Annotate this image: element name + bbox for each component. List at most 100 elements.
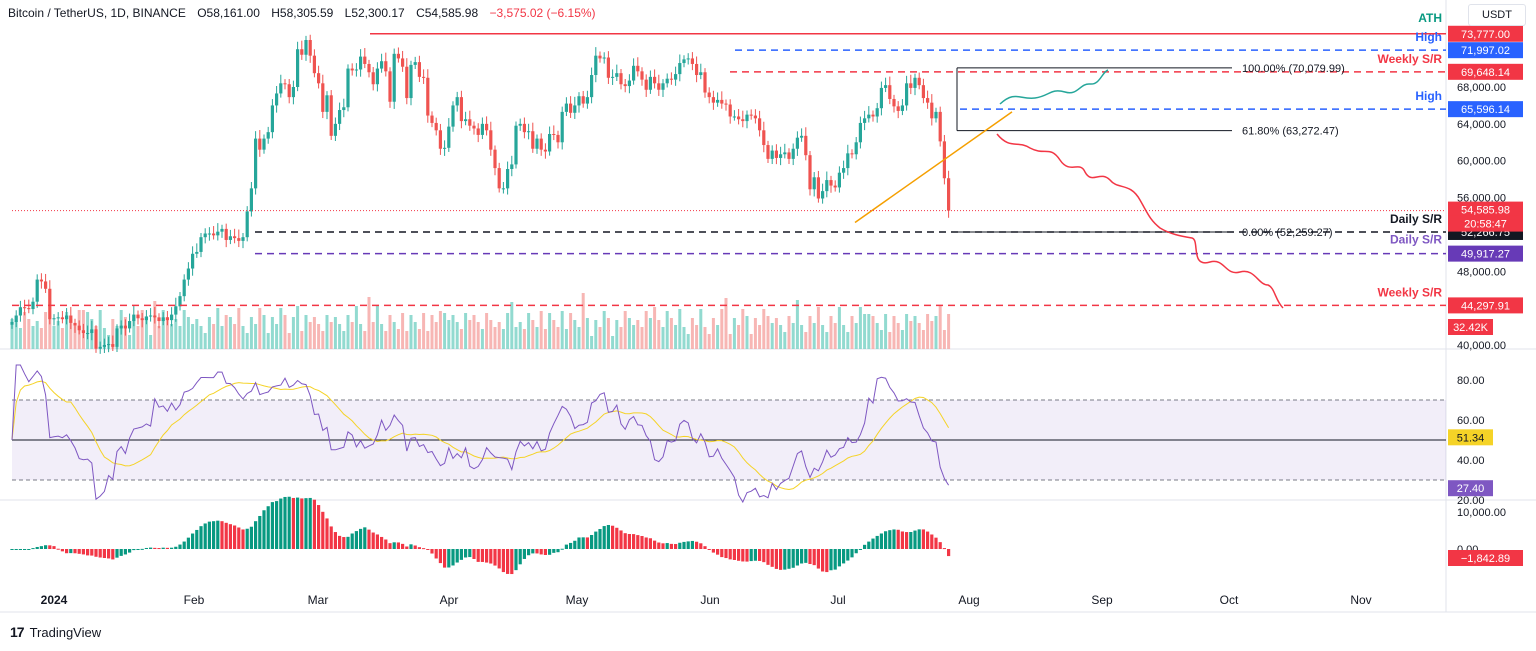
ao-bar bbox=[896, 529, 900, 549]
volume-bar bbox=[266, 333, 270, 349]
ao-bar bbox=[203, 523, 207, 549]
candle-body bbox=[598, 55, 602, 59]
volume-bar bbox=[926, 314, 930, 349]
candle-body bbox=[140, 318, 144, 321]
ao-bar bbox=[308, 497, 312, 549]
ao-bar bbox=[367, 529, 371, 549]
price-label-weekly-sr-1-bg bbox=[1448, 63, 1523, 80]
volume-bar bbox=[170, 324, 174, 349]
candle-body bbox=[543, 149, 547, 152]
volume-bar bbox=[468, 320, 472, 349]
ao-bar bbox=[207, 521, 211, 549]
ao-bar bbox=[233, 525, 237, 549]
volume-bar bbox=[585, 318, 589, 349]
symbol-title[interactable]: Bitcoin / TetherUS, 1D, BINANCE bbox=[8, 6, 186, 20]
volume-bar bbox=[682, 327, 686, 349]
ao-bar bbox=[888, 530, 892, 549]
candle-body bbox=[732, 116, 736, 118]
candle-body bbox=[317, 73, 321, 84]
candle-body bbox=[875, 108, 879, 117]
ao-bar bbox=[375, 534, 379, 549]
ao-bar bbox=[35, 546, 39, 549]
candle-body bbox=[241, 237, 245, 241]
volume-bar bbox=[300, 331, 304, 349]
volume-bar bbox=[686, 334, 690, 349]
ao-bar bbox=[325, 518, 329, 549]
candle-body bbox=[128, 321, 132, 329]
volume-bar bbox=[632, 325, 636, 349]
ao-bar bbox=[10, 549, 14, 550]
ao-bar bbox=[86, 549, 90, 556]
volume-bar bbox=[581, 293, 585, 349]
candle-body bbox=[90, 329, 94, 334]
ao-bar bbox=[31, 548, 35, 550]
volume-bar bbox=[531, 320, 535, 349]
volume-bar bbox=[884, 314, 888, 349]
ohlc-close: C54,585.98 bbox=[416, 6, 479, 20]
rsi-ma-value: 51.34 bbox=[1448, 429, 1493, 446]
ao-bar bbox=[926, 531, 930, 549]
rsi-value-bg bbox=[1448, 480, 1493, 497]
candle-body bbox=[119, 325, 123, 329]
candle-body bbox=[606, 57, 610, 78]
volume-bar bbox=[308, 322, 312, 349]
ao-bar bbox=[846, 549, 850, 561]
volume-bar bbox=[350, 322, 354, 349]
ao-bar bbox=[766, 549, 770, 565]
candle-body bbox=[720, 99, 724, 104]
volume-bar bbox=[304, 315, 308, 349]
volume-bar bbox=[837, 307, 841, 349]
ao-bar bbox=[585, 537, 589, 549]
price-label-daily-sr-2-bg bbox=[1448, 245, 1523, 262]
candle-body bbox=[548, 133, 552, 152]
candle-body bbox=[279, 83, 283, 94]
candle-body bbox=[787, 152, 791, 159]
volume-bar bbox=[191, 324, 195, 349]
candle-body bbox=[39, 279, 43, 282]
ao-bar bbox=[52, 546, 56, 549]
ao-bar bbox=[380, 536, 384, 549]
symbol-header: Bitcoin / TetherUS, 1D, BINANCE O58,161.… bbox=[8, 6, 596, 20]
tradingview-logo-icon: 17 bbox=[10, 624, 25, 640]
candle-body bbox=[430, 115, 434, 123]
level-label-weekly-sr-1: Weekly S/R bbox=[1378, 52, 1443, 66]
volume-bar bbox=[653, 307, 657, 349]
candle-body bbox=[854, 142, 858, 155]
price-label-weekly-sr-2: 44,297.91 bbox=[1448, 297, 1523, 314]
volume-bar bbox=[132, 319, 136, 349]
volume-bar bbox=[560, 311, 564, 349]
volume-bar bbox=[749, 334, 753, 349]
volume-bar bbox=[367, 297, 371, 349]
volume-bar bbox=[153, 301, 157, 349]
volume-bar bbox=[359, 324, 363, 349]
ohlc-change: −3,575.02 (−6.15%) bbox=[489, 6, 596, 20]
volume-bar bbox=[10, 319, 14, 349]
candle-body bbox=[308, 40, 312, 56]
ao-bar bbox=[695, 541, 699, 549]
volume-bar bbox=[363, 331, 367, 349]
ao-bar bbox=[543, 549, 547, 555]
ao-value-label-text: −1,842.89 bbox=[1461, 553, 1510, 565]
price-label-ATH-text: 73,777.00 bbox=[1461, 29, 1510, 41]
volume-bar bbox=[716, 325, 720, 349]
volume-bar bbox=[842, 325, 846, 349]
volume-bar bbox=[619, 327, 623, 349]
candle-body bbox=[804, 135, 808, 156]
level-label-daily-sr-1: Daily S/R bbox=[1390, 212, 1442, 226]
rsi-tick: 60.00 bbox=[1457, 415, 1485, 427]
volume-bar bbox=[770, 323, 774, 349]
tradingview-brand[interactable]: 17 TradingView bbox=[10, 624, 101, 640]
volume-bar bbox=[669, 318, 673, 349]
ao-bar bbox=[577, 537, 581, 549]
volume-value-label-bg bbox=[1448, 319, 1493, 335]
candle-body bbox=[590, 75, 594, 98]
currency-selector[interactable]: USDT bbox=[1468, 4, 1526, 26]
volume-bar bbox=[598, 327, 602, 349]
candle-body bbox=[350, 68, 354, 71]
candle-body bbox=[359, 56, 363, 70]
volume-bar bbox=[233, 324, 237, 349]
ao-bar bbox=[934, 537, 938, 549]
ao-bar bbox=[417, 547, 421, 549]
candle-body bbox=[690, 58, 694, 64]
